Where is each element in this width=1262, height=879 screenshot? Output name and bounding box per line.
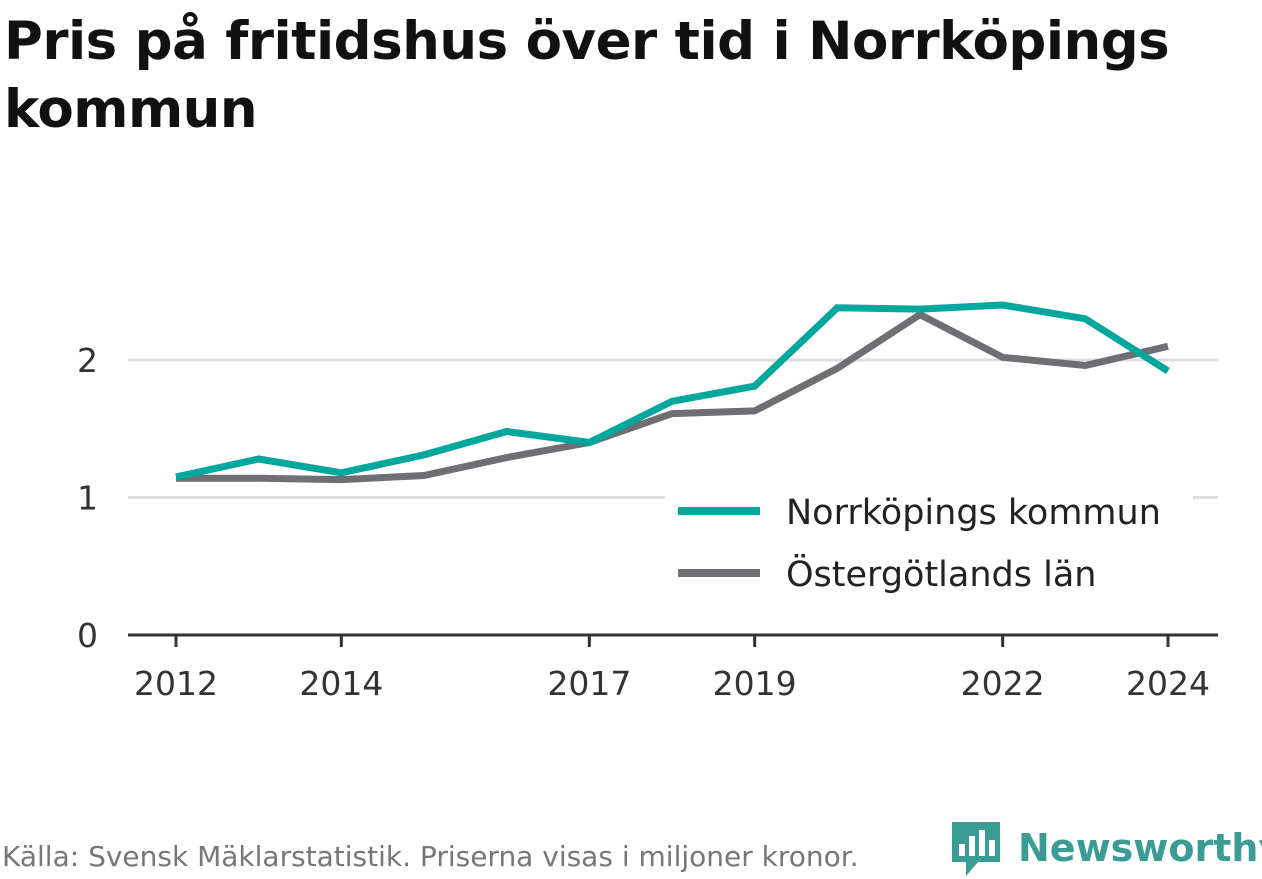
x-axis	[128, 633, 1218, 647]
chart-title: Pris på fritidshus över tid i Norrköping…	[4, 11, 1170, 140]
source-note: Källa: Svensk Mäklarstatistik. Priserna …	[2, 840, 859, 873]
bar-chart-speech-bubble-icon	[952, 822, 1000, 876]
y-axis-tick-labels: 0 1 2	[77, 341, 98, 655]
legend-label: Östergötlands län	[786, 553, 1096, 595]
x-tick-label: 2014	[299, 664, 383, 703]
y-tick-label: 0	[77, 616, 98, 655]
x-tick-label: 2017	[547, 664, 631, 703]
newsworthy-logo[interactable]: Newsworthy	[950, 818, 1262, 878]
x-axis-tick-labels: 2012 2014 2017 2019 2022 2024	[134, 664, 1210, 703]
legend: Norrköpings kommun Östergötlands län	[665, 482, 1193, 610]
legend-background	[665, 482, 1193, 610]
x-tick-label: 2019	[713, 664, 797, 703]
series-line-norrk-pings-kommun	[175, 301, 1170, 481]
series-line--sterg-tlands-l-n	[176, 310, 1169, 484]
series-lines	[175, 301, 1170, 484]
y-tick-label: 1	[77, 479, 98, 518]
x-tick-label: 2012	[134, 664, 218, 703]
y-tick-label: 2	[77, 341, 98, 380]
x-tick-label: 2024	[1126, 664, 1210, 703]
x-tick-label: 2022	[961, 664, 1045, 703]
legend-label: Norrköpings kommun	[786, 493, 1161, 533]
logo-text: Newsworthy	[1018, 826, 1262, 870]
